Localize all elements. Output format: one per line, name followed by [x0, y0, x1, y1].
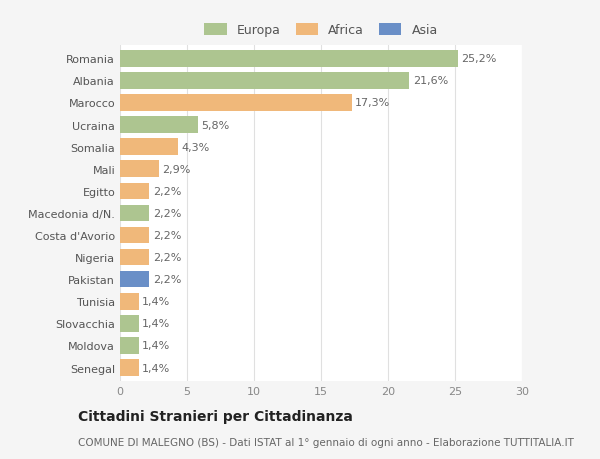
Text: 2,2%: 2,2% — [153, 274, 181, 285]
Bar — [120, 293, 139, 310]
Text: 2,2%: 2,2% — [153, 208, 181, 218]
Bar — [120, 183, 149, 200]
Text: 4,3%: 4,3% — [181, 142, 209, 152]
Text: Cittadini Stranieri per Cittadinanza: Cittadini Stranieri per Cittadinanza — [78, 409, 353, 423]
Bar — [120, 51, 458, 67]
Bar — [120, 161, 159, 178]
Bar — [120, 359, 139, 376]
Text: 2,9%: 2,9% — [162, 164, 191, 174]
Bar — [120, 315, 139, 332]
Text: 5,8%: 5,8% — [201, 120, 229, 130]
Bar — [120, 271, 149, 288]
Text: 2,2%: 2,2% — [153, 186, 181, 196]
Legend: Europa, Africa, Asia: Europa, Africa, Asia — [199, 19, 443, 42]
Text: 1,4%: 1,4% — [142, 297, 170, 307]
Text: 2,2%: 2,2% — [153, 230, 181, 241]
Text: 1,4%: 1,4% — [142, 363, 170, 373]
Bar — [120, 117, 198, 134]
Bar — [120, 337, 139, 354]
Text: COMUNE DI MALEGNO (BS) - Dati ISTAT al 1° gennaio di ogni anno - Elaborazione TU: COMUNE DI MALEGNO (BS) - Dati ISTAT al 1… — [78, 437, 574, 447]
Bar — [120, 227, 149, 244]
Bar — [120, 205, 149, 222]
Text: 17,3%: 17,3% — [355, 98, 391, 108]
Bar — [120, 95, 352, 112]
Text: 2,2%: 2,2% — [153, 252, 181, 263]
Text: 1,4%: 1,4% — [142, 319, 170, 329]
Bar — [120, 73, 409, 90]
Bar — [120, 249, 149, 266]
Text: 1,4%: 1,4% — [142, 341, 170, 351]
Text: 25,2%: 25,2% — [461, 54, 496, 64]
Text: 21,6%: 21,6% — [413, 76, 448, 86]
Bar — [120, 139, 178, 156]
